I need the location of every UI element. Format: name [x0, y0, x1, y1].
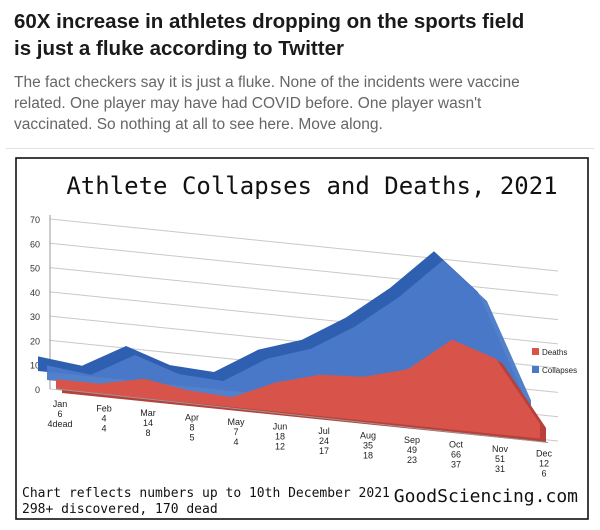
data-label: 6	[57, 409, 62, 419]
subtitle-line-1: The fact checkers say it is just a fluke…	[14, 74, 520, 91]
x-tick-label: Feb	[96, 404, 112, 414]
x-tick-label: Oct	[449, 440, 464, 450]
chart-title: Athlete Collapses and Deaths, 2021	[66, 172, 557, 200]
data-label: 17	[319, 446, 329, 456]
data-label: 35	[363, 441, 373, 451]
data-label: 4	[101, 424, 106, 434]
x-tick-label: Jan	[53, 399, 68, 409]
chart-footnote-line-2: 298+ discovered, 170 dead	[22, 502, 218, 517]
data-label: 4	[233, 437, 238, 447]
data-label: 12	[275, 442, 285, 452]
data-label: 51	[495, 454, 505, 464]
headline-line-1[interactable]: 60X increase in athletes dropping on the…	[14, 10, 525, 33]
data-label: 23	[407, 455, 417, 465]
data-label: 12	[539, 459, 549, 469]
legend-swatch	[532, 366, 539, 373]
legend-label: Collapses	[542, 366, 577, 375]
data-label: 4	[101, 414, 106, 424]
y-tick-label: 50	[30, 264, 40, 274]
data-label: 8	[189, 423, 194, 433]
article-subtitle: The fact checkers say it is just a fluke…	[14, 72, 586, 135]
data-label: 66	[451, 450, 461, 460]
y-tick-label: 70	[30, 215, 40, 225]
subtitle-line-3: vaccinated. So nothing at all to see her…	[14, 116, 383, 133]
chart-image[interactable]: Athlete Collapses and Deaths, 2021 0 10 20…	[6, 148, 594, 525]
headline-line-2[interactable]: is just a fluke according to Twitter	[14, 37, 344, 60]
x-axis-line	[55, 388, 549, 443]
data-label: 31	[495, 464, 505, 474]
athlete-collapses-chart: Athlete Collapses and Deaths, 2021 0 10 20…	[15, 157, 589, 520]
y-tick-label: 10	[30, 361, 40, 371]
chart-source: GoodSciencing.com	[394, 486, 578, 507]
y-tick-label: 60	[30, 239, 40, 249]
article-headline[interactable]: 60X increase in athletes dropping on the…	[14, 8, 586, 62]
data-label: 14	[143, 418, 153, 428]
y-tick-label: 30	[30, 312, 40, 322]
x-tick-label: Nov	[492, 444, 509, 454]
data-label: 5	[189, 433, 194, 443]
subtitle-line-2: related. One player may have had COVID b…	[14, 95, 482, 112]
x-tick-label: Aug	[360, 431, 376, 441]
y-tick-label: 0	[35, 385, 40, 395]
data-label: 6	[541, 469, 546, 479]
x-tick-label: Sep	[404, 435, 420, 445]
legend-label: Deaths	[542, 348, 567, 357]
deaths-area	[56, 339, 540, 439]
x-tick-label: Jul	[318, 426, 330, 436]
x-tick-label: May	[227, 417, 245, 427]
gridline	[49, 218, 559, 272]
x-tick-label: Mar	[140, 408, 156, 418]
y-tick-label: 40	[30, 288, 40, 298]
plot-area: 010203040506070Jan64deadFeb44Mar148Apr85…	[30, 215, 577, 479]
data-label: 7	[233, 427, 238, 437]
data-label: 4dead	[47, 419, 72, 429]
data-label: 18	[275, 432, 285, 442]
y-tick-label: 20	[30, 336, 40, 346]
data-label: 18	[363, 451, 373, 461]
legend-swatch	[532, 348, 539, 355]
data-label: 49	[407, 445, 417, 455]
chart-footnote-line-1: Chart reflects numbers up to 10th Decemb…	[22, 486, 390, 501]
data-label: 8	[145, 428, 150, 438]
data-label: 24	[319, 436, 329, 446]
data-label: 37	[451, 460, 461, 470]
gridline	[49, 242, 559, 296]
x-tick-label: Dec	[536, 449, 553, 459]
x-tick-label: Apr	[185, 413, 199, 423]
x-tick-label: Jun	[273, 422, 288, 432]
